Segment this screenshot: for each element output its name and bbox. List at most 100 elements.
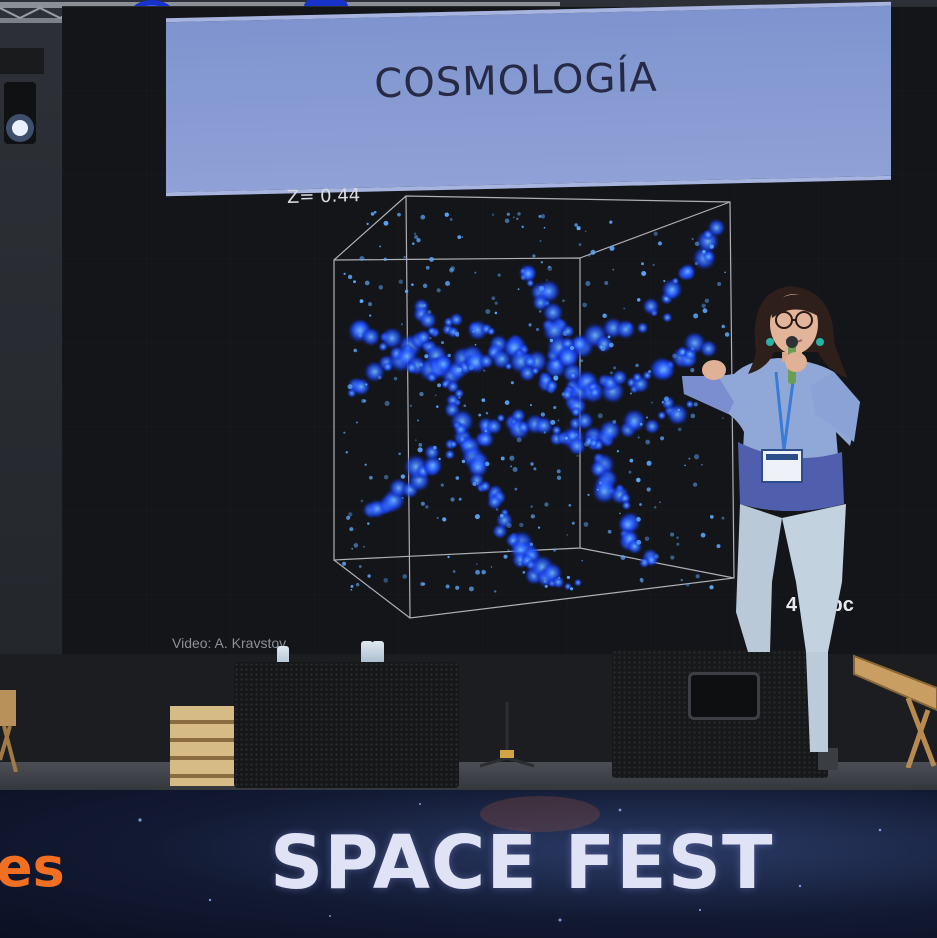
galaxy-point <box>721 417 724 420</box>
galaxy-point <box>368 586 371 589</box>
filament-glow <box>449 312 464 327</box>
mic-stand <box>479 702 535 768</box>
filament-glow <box>526 278 535 288</box>
galaxy-point <box>561 392 566 396</box>
galaxy-point <box>436 288 441 293</box>
galaxy-point <box>463 404 467 408</box>
galaxy-point <box>370 212 375 216</box>
galaxy-point <box>521 225 524 228</box>
galaxy-point <box>485 411 489 415</box>
galaxy-point <box>654 554 659 559</box>
galaxy-point <box>630 392 633 395</box>
galaxy-point <box>659 501 661 504</box>
galaxy-point <box>416 238 421 243</box>
galaxy-point <box>506 522 512 528</box>
filament-glow <box>486 327 496 336</box>
galaxy-point <box>562 299 565 303</box>
galaxy-point <box>411 242 415 245</box>
filament-glow <box>485 417 503 436</box>
galaxy-point <box>475 563 478 566</box>
galaxy-point <box>455 333 460 338</box>
galaxy-point <box>693 454 700 460</box>
galaxy-point <box>507 549 510 551</box>
galaxy-point <box>452 570 456 573</box>
galaxy-point <box>358 565 362 568</box>
galaxy-point <box>660 369 664 373</box>
galaxy-point <box>537 526 541 529</box>
galaxy-point <box>695 574 700 579</box>
galaxy-point <box>384 400 390 406</box>
filament-glow <box>486 493 503 511</box>
galaxy-point <box>529 542 534 546</box>
filament-glow <box>534 416 554 436</box>
galaxy-point <box>574 223 578 227</box>
galaxy-point <box>628 470 632 474</box>
filament-glow <box>638 557 650 569</box>
galaxy-point <box>676 536 679 539</box>
galaxy-point <box>557 419 560 422</box>
galaxy-point <box>353 543 359 548</box>
galaxy-point <box>651 401 654 404</box>
filament-glow <box>551 424 562 436</box>
galaxy-point <box>450 497 455 502</box>
speaker-left <box>234 662 459 788</box>
galaxy-point <box>530 514 535 519</box>
galaxy-point <box>702 308 708 314</box>
filament-glow <box>351 377 371 397</box>
galaxy-point <box>590 249 596 255</box>
galaxy-point <box>363 399 367 403</box>
galaxy-point <box>691 347 695 351</box>
galaxy-point <box>447 555 450 559</box>
galaxy-point <box>566 534 569 536</box>
galaxy-point <box>653 506 657 509</box>
galaxy-point <box>652 263 655 267</box>
galaxy-point <box>365 383 368 386</box>
galaxy-point <box>512 216 515 219</box>
galaxy-point <box>500 456 505 461</box>
galaxy-point <box>420 582 425 587</box>
galaxy-point <box>543 226 546 229</box>
filament-glow <box>405 361 419 375</box>
galaxy-point <box>383 578 389 583</box>
galaxy-point <box>445 584 450 589</box>
galaxy-point <box>347 274 353 280</box>
galaxy-point <box>475 569 480 575</box>
galaxy-point <box>422 303 426 308</box>
water-bottle <box>372 641 384 667</box>
filament-glow <box>545 379 559 393</box>
galaxy-point <box>455 585 460 590</box>
filament-glow <box>492 523 508 540</box>
galaxy-point <box>607 529 612 534</box>
galaxy-point <box>449 218 453 221</box>
galaxy-point <box>441 341 445 345</box>
galaxy-point <box>368 302 373 307</box>
galaxy-point <box>348 512 353 517</box>
filament-glow <box>444 449 456 460</box>
galaxy-point <box>672 353 677 359</box>
galaxy-point <box>597 413 603 419</box>
galaxy-point <box>437 383 442 388</box>
galaxy-point <box>581 559 584 562</box>
galaxy-point <box>585 281 591 287</box>
galaxy-point <box>709 244 714 249</box>
event-banner: es SPACE FEST <box>0 790 937 938</box>
wooden-chair <box>853 654 937 768</box>
galaxy-point <box>680 350 685 355</box>
galaxy-point <box>404 289 409 294</box>
filament-glow <box>423 444 441 461</box>
galaxy-point <box>414 235 418 239</box>
filament-glow <box>615 319 636 340</box>
galaxy-point <box>367 522 370 525</box>
galaxy-point <box>393 376 398 381</box>
filament-glow <box>575 411 594 431</box>
galaxy-point <box>516 217 519 220</box>
galaxy-point <box>373 210 377 214</box>
galaxy-point <box>517 288 520 291</box>
galaxy-point <box>345 451 349 454</box>
galaxy-point <box>709 585 714 590</box>
galaxy-point <box>645 439 651 445</box>
galaxy-point <box>449 267 454 273</box>
galaxy-point <box>455 476 460 480</box>
presenter <box>682 286 860 770</box>
galaxy-point <box>512 466 518 473</box>
